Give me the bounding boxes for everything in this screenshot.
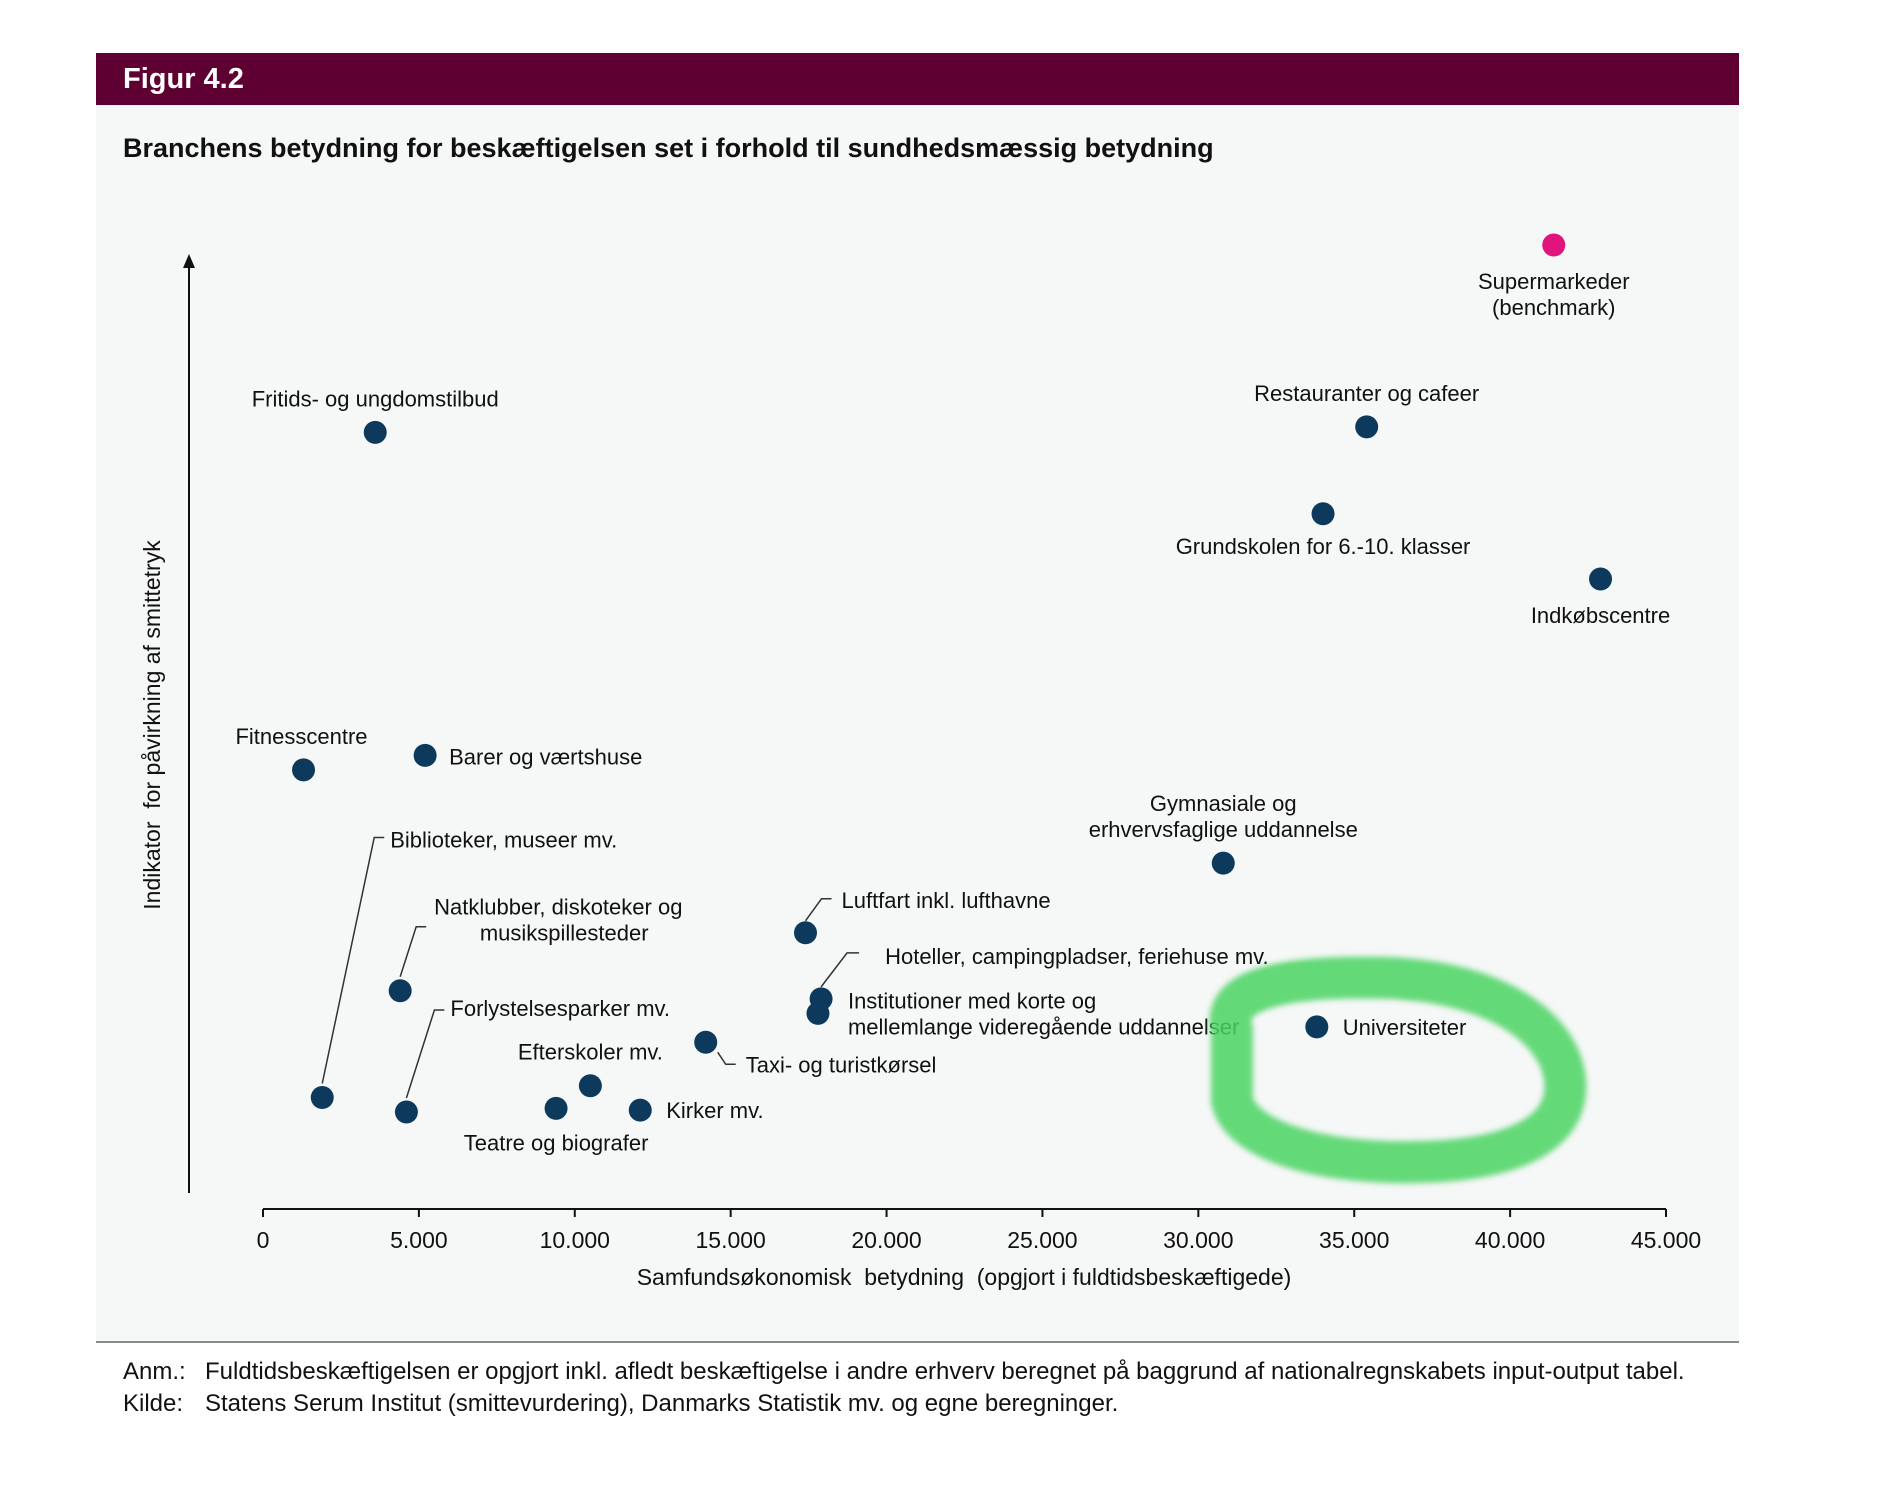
data-point bbox=[1211, 851, 1235, 875]
note-anm: Anm.: Fuldtidsbeskæftigelsen er opgjort … bbox=[123, 1356, 1745, 1388]
note-label: Kilde: bbox=[123, 1390, 184, 1417]
note-text: Fuldtidsbeskæftigelsen er opgjort inkl. … bbox=[205, 1358, 1685, 1385]
data-label: Restauranter og cafeer bbox=[1254, 381, 1479, 406]
data-point bbox=[578, 1074, 602, 1098]
data-point bbox=[1355, 415, 1379, 439]
data-point bbox=[544, 1096, 568, 1120]
data-point bbox=[694, 1030, 718, 1054]
y-axis-label: Indikator for påvirkning af smittetryk bbox=[139, 540, 165, 910]
data-point bbox=[413, 743, 437, 767]
data-label: mellemlange videregående uddannelser bbox=[848, 1014, 1239, 1039]
data-label: Natklubber, diskoteker og bbox=[434, 895, 682, 920]
leader-line bbox=[804, 898, 832, 922]
data-point bbox=[388, 979, 412, 1003]
data-label: Luftfart inkl. lufthavne bbox=[841, 888, 1050, 913]
figure-panel bbox=[96, 53, 1739, 1341]
data-labels: Supermarkeder(benchmark) Restauranter og … bbox=[235, 269, 1670, 1155]
data-label: Universiteter bbox=[1343, 1015, 1466, 1040]
highlight-circle bbox=[1209, 956, 1587, 1184]
data-point bbox=[1589, 567, 1613, 591]
scatter-chart: 0 5.000 10.000 15.000 20.000 25.000 30.000 35.0… bbox=[139, 233, 1701, 1290]
x-tick-label: 20.000 bbox=[851, 1227, 921, 1253]
y-axis-arrow bbox=[183, 254, 195, 268]
data-point bbox=[292, 758, 316, 782]
data-label: Kirker mv. bbox=[666, 1098, 763, 1123]
data-label: Indkøbscentre bbox=[1531, 603, 1670, 628]
data-label: Institutioner med korte og bbox=[848, 988, 1096, 1013]
figure-label: Figur 4.2 bbox=[123, 63, 244, 95]
x-tick-label: 30.000 bbox=[1163, 1227, 1233, 1253]
data-point bbox=[363, 420, 387, 444]
x-tick-label: 15.000 bbox=[695, 1227, 765, 1253]
note-kilde: Kilde: Statens Serum Institut (smittevur… bbox=[123, 1388, 1745, 1420]
x-tick-label: 0 bbox=[257, 1227, 270, 1253]
data-label: Taxi- og turistkørsel bbox=[746, 1052, 937, 1077]
data-label: Gymnasiale og bbox=[1150, 791, 1297, 816]
data-label: erhvervsfaglige uddannelse bbox=[1089, 817, 1358, 842]
chart-title: Branchens betydning for beskæftigelsen s… bbox=[123, 133, 1214, 163]
leader-line bbox=[717, 1051, 736, 1066]
leader-lines bbox=[321, 836, 860, 1099]
leader-line bbox=[399, 925, 427, 977]
x-tick-label: 45.000 bbox=[1631, 1227, 1701, 1253]
x-tick-label: 10.000 bbox=[540, 1227, 610, 1253]
data-point bbox=[394, 1100, 418, 1124]
data-label: Fitnesscentre bbox=[235, 724, 367, 749]
data-point bbox=[1305, 1015, 1329, 1039]
x-tick-label: 40.000 bbox=[1475, 1227, 1545, 1253]
figure-banner: Figur 4.2 bbox=[96, 53, 1739, 105]
data-point bbox=[1542, 233, 1566, 257]
data-point bbox=[793, 921, 817, 945]
x-axis-label: Samfundsøkonomisk betydning (opgjort i f… bbox=[637, 1264, 1292, 1290]
data-point bbox=[1311, 502, 1335, 526]
x-tick-label: 25.000 bbox=[1007, 1227, 1077, 1253]
data-point bbox=[310, 1086, 334, 1110]
data-label: Grundskolen for 6.-10. klasser bbox=[1176, 534, 1471, 559]
data-label: (benchmark) bbox=[1492, 295, 1615, 320]
data-point bbox=[806, 1001, 830, 1025]
x-tick-label: 5.000 bbox=[390, 1227, 448, 1253]
data-label: musikspillesteder bbox=[480, 921, 649, 946]
leader-line bbox=[820, 952, 860, 988]
data-label: Barer og værtshuse bbox=[449, 744, 642, 769]
x-tick-label: 35.000 bbox=[1319, 1227, 1389, 1253]
data-label: Fritids- og ungdomstilbud bbox=[252, 386, 499, 411]
data-label: Forlystelsesparker mv. bbox=[450, 996, 670, 1021]
note-label: Anm.: bbox=[123, 1358, 186, 1385]
data-label: Supermarkeder bbox=[1478, 269, 1630, 294]
data-label: Teatre og biografer bbox=[464, 1130, 649, 1155]
data-point bbox=[628, 1098, 652, 1122]
x-ticks: 0 5.000 10.000 15.000 20.000 25.000 30.000 35.0… bbox=[257, 1209, 1701, 1253]
note-text: Statens Serum Institut (smittevurdering)… bbox=[205, 1390, 1119, 1417]
data-points bbox=[292, 233, 1613, 1124]
notes: Anm.: Fuldtidsbeskæftigelsen er opgjort … bbox=[123, 1356, 1745, 1420]
data-label: Efterskoler mv. bbox=[518, 1040, 663, 1065]
notes-divider bbox=[96, 1341, 1739, 1343]
data-label: Biblioteker, museer mv. bbox=[390, 828, 617, 853]
data-label: Hoteller, campingpladser, feriehuse mv. bbox=[885, 944, 1269, 969]
leader-line bbox=[321, 836, 385, 1084]
leader-line bbox=[405, 1009, 445, 1099]
